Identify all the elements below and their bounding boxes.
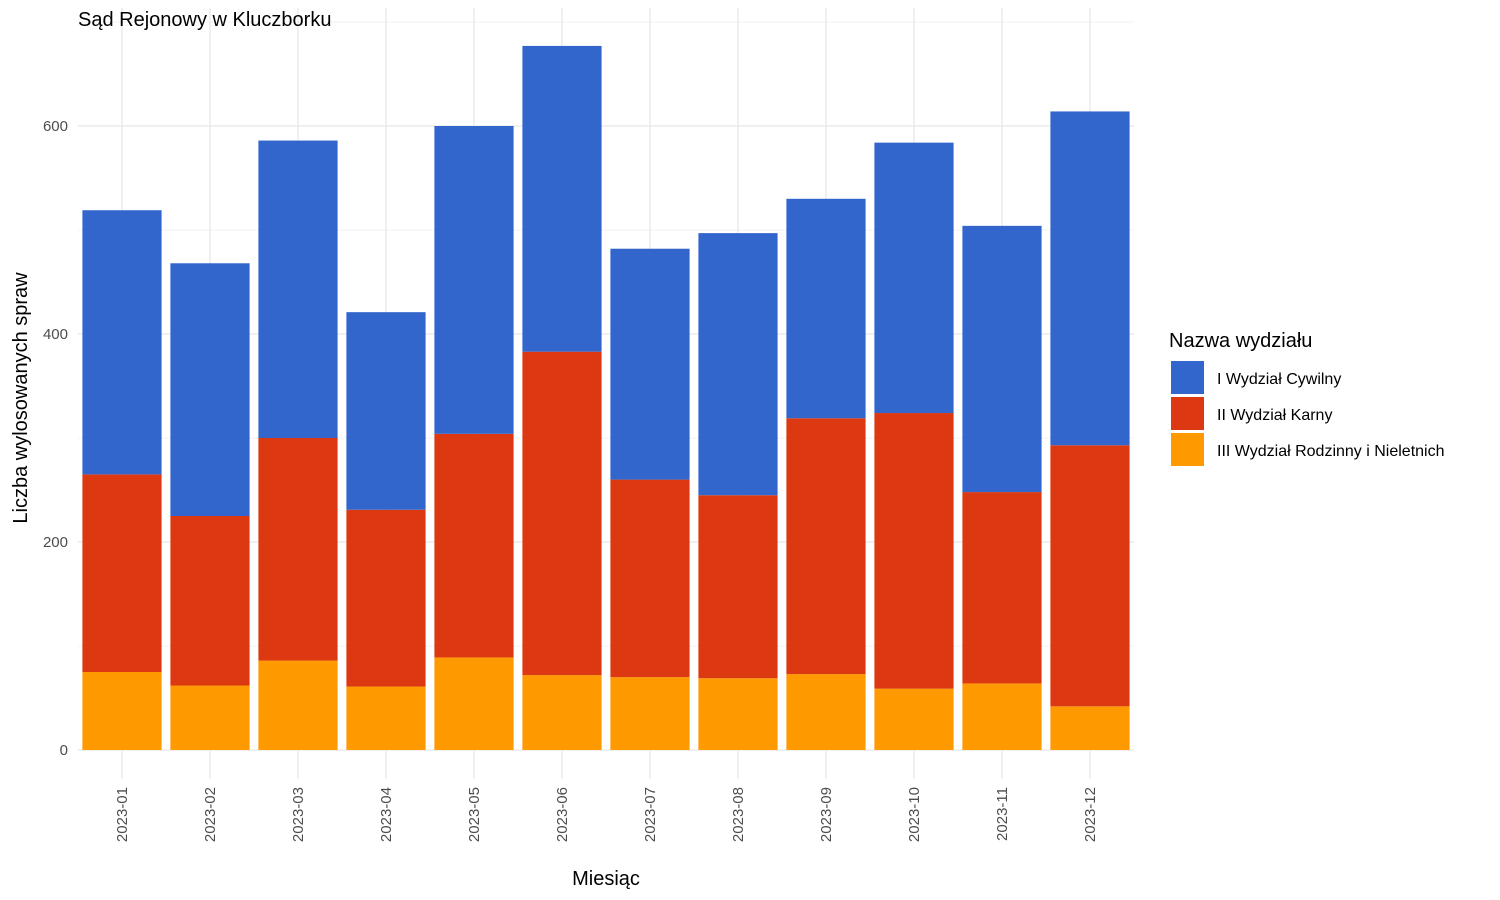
y-tick-label: 400 bbox=[43, 326, 68, 343]
legend-title: Nazwa wydziału bbox=[1169, 330, 1312, 352]
bar-segment bbox=[786, 674, 866, 750]
x-tick-label: 2023-07 bbox=[642, 787, 659, 842]
legend-items: I Wydział Cywilny II Wydział Karny III Wyd… bbox=[1171, 361, 1445, 466]
legend-label: I Wydział Cywilny bbox=[1217, 371, 1341, 388]
chart-title: Sąd Rejonowy w Kluczborku bbox=[78, 9, 331, 31]
bar-segment bbox=[1050, 445, 1130, 707]
x-tick-label: 2023-09 bbox=[818, 787, 835, 842]
bar-segment bbox=[434, 126, 514, 434]
bar-segment bbox=[786, 198, 866, 419]
x-tick-label: 2023-08 bbox=[730, 787, 747, 842]
bar-segment bbox=[610, 677, 690, 750]
y-tick-label: 600 bbox=[43, 118, 68, 135]
x-tick-label: 2023-05 bbox=[466, 787, 483, 842]
bar-segment bbox=[434, 657, 514, 750]
x-tick-label: 2023-10 bbox=[906, 787, 923, 842]
bar-segment bbox=[698, 678, 778, 750]
x-tick-label: 2023-03 bbox=[290, 787, 307, 842]
bar-segment bbox=[698, 495, 778, 679]
bar-segment bbox=[522, 675, 602, 750]
bar-segment bbox=[522, 45, 602, 352]
x-tick-label: 2023-04 bbox=[378, 787, 395, 842]
bar-segment bbox=[1050, 111, 1130, 446]
bars-layer bbox=[82, 45, 1130, 750]
bar-segment bbox=[698, 233, 778, 496]
bar-segment bbox=[346, 686, 426, 750]
bar-segment bbox=[610, 248, 690, 480]
bar-segment bbox=[170, 685, 250, 750]
bar-segment bbox=[962, 225, 1042, 493]
bar-segment bbox=[962, 492, 1042, 684]
x-tick-label: 2023-06 bbox=[554, 787, 571, 842]
bar-segment bbox=[610, 479, 690, 678]
x-axis-title: Miesiąc bbox=[572, 868, 640, 890]
legend: Nazwa wydziału I Wydział Cywilny II Wydzi… bbox=[1169, 330, 1445, 466]
bar-segment bbox=[874, 413, 954, 689]
legend-swatch bbox=[1171, 361, 1204, 394]
bar-segment bbox=[962, 683, 1042, 750]
bar-segment bbox=[82, 210, 162, 475]
legend-label: III Wydział Rodzinny i Nieletnich bbox=[1217, 443, 1445, 460]
bar-segment bbox=[170, 516, 250, 686]
legend-swatch bbox=[1171, 397, 1204, 430]
legend-label: II Wydział Karny bbox=[1217, 407, 1332, 424]
bar-segment bbox=[82, 672, 162, 750]
y-tick-label: 0 bbox=[60, 742, 68, 759]
bar-segment bbox=[786, 418, 866, 675]
x-tick-label: 2023-01 bbox=[114, 787, 131, 842]
bar-segment bbox=[346, 509, 426, 687]
bar-segment bbox=[346, 312, 426, 510]
y-tick-label: 200 bbox=[43, 534, 68, 551]
x-tick-label: 2023-02 bbox=[202, 787, 219, 842]
bar-segment bbox=[170, 263, 250, 516]
bar-segment bbox=[434, 433, 514, 658]
axis-layer: 0 200 400 600 2023-01 2023-02 2023-03 2023-04 20… bbox=[43, 118, 1099, 842]
legend-swatch bbox=[1171, 433, 1204, 466]
bar-segment bbox=[874, 688, 954, 750]
bar-segment bbox=[258, 660, 338, 750]
y-axis-title: Liczba wylosowanych spraw bbox=[10, 272, 32, 524]
bar-segment bbox=[258, 140, 338, 438]
bar-segment bbox=[874, 142, 954, 414]
bar-segment bbox=[258, 438, 338, 661]
bar-segment bbox=[82, 474, 162, 672]
x-tick-label: 2023-11 bbox=[994, 787, 1011, 841]
bar-segment bbox=[1050, 706, 1130, 750]
bar-segment bbox=[522, 351, 602, 676]
x-tick-label: 2023-12 bbox=[1082, 787, 1099, 842]
